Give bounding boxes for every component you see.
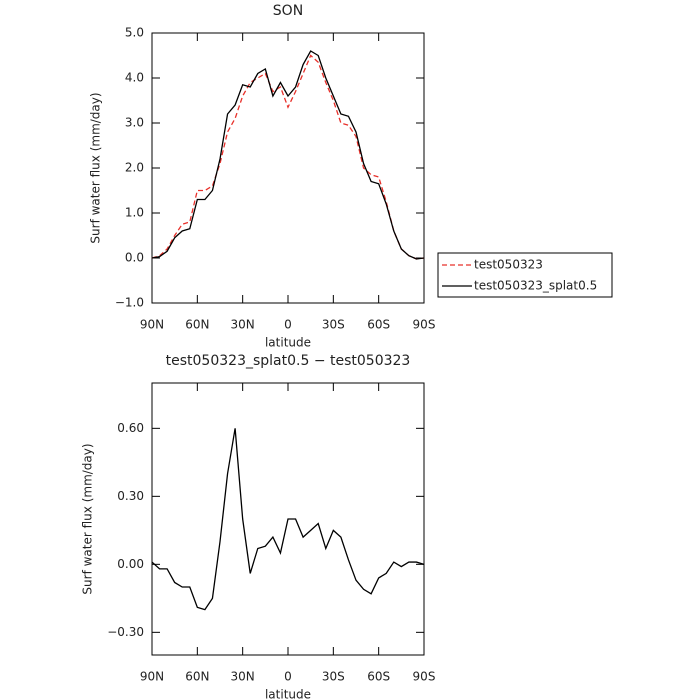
x-tick-label: 0 — [284, 318, 292, 332]
x-tick-label: 90S — [413, 318, 436, 332]
y-tick-label: 4.0 — [125, 71, 144, 85]
y-tick-label: 0.60 — [117, 421, 144, 435]
y-axis-label: Surf water flux (mm/day) — [81, 443, 95, 594]
x-tick-label: 30N — [231, 318, 255, 332]
chart-title: SON — [273, 3, 303, 19]
y-tick-label: 0.00 — [117, 557, 144, 571]
y-tick-label: 3.0 — [125, 116, 144, 130]
x-tick-label: 60S — [367, 670, 390, 684]
x-tick-label: 90N — [140, 318, 164, 332]
y-tick-label: −0.30 — [107, 625, 144, 639]
y-tick-label: 0.0 — [125, 251, 144, 265]
x-tick-label: 60N — [185, 318, 209, 332]
y-tick-label: −1.0 — [115, 296, 144, 310]
x-tick-label: 60S — [367, 318, 390, 332]
x-tick-label: 30N — [231, 670, 255, 684]
x-axis-label: latitude — [265, 688, 311, 700]
plot-frame — [151, 32, 425, 304]
y-tick-label: 5.0 — [125, 26, 144, 40]
data-line — [151, 50, 425, 260]
x-tick-label: 60N — [185, 670, 209, 684]
legend-label: test050323_splat0.5 — [474, 279, 597, 293]
legend-box — [437, 252, 613, 298]
data-line — [151, 54, 425, 260]
chart-title: test050323_splat0.5 − test050323 — [166, 353, 411, 369]
y-tick-label: 0.30 — [117, 489, 144, 503]
y-axis-label: Surf water flux (mm/day) — [89, 92, 103, 243]
x-tick-label: 90N — [140, 670, 164, 684]
data-line — [151, 428, 425, 611]
x-tick-label: 30S — [322, 670, 345, 684]
x-tick-label: 90S — [413, 670, 436, 684]
y-tick-label: 2.0 — [125, 161, 144, 175]
x-tick-label: 0 — [284, 670, 292, 684]
x-tick-label: 30S — [322, 318, 345, 332]
y-tick-label: 1.0 — [125, 206, 144, 220]
legend-label: test050323 — [474, 258, 543, 272]
x-axis-label: latitude — [265, 336, 311, 350]
